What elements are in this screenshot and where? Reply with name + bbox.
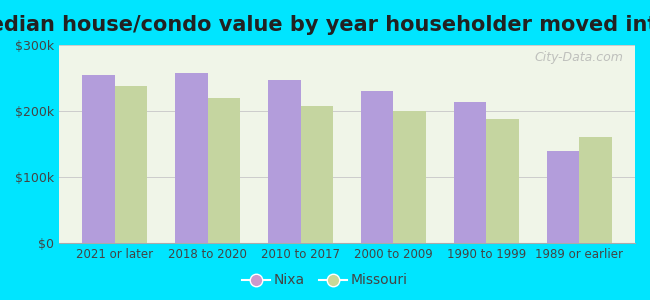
Bar — [300, 106, 333, 243]
Bar — [486, 119, 519, 243]
Bar — [454, 102, 486, 243]
Bar — [361, 91, 393, 243]
Bar — [82, 75, 115, 243]
Bar — [207, 98, 240, 243]
Bar — [115, 86, 148, 243]
Title: Median house/condo value by year householder moved into unit: Median house/condo value by year househo… — [0, 15, 650, 35]
Bar — [579, 137, 612, 243]
Legend: Nixa, Missouri: Nixa, Missouri — [237, 268, 413, 293]
Text: City-Data.com: City-Data.com — [534, 51, 623, 64]
Bar — [175, 73, 207, 243]
Bar — [547, 151, 579, 243]
Bar — [268, 80, 300, 243]
Bar — [393, 111, 426, 243]
